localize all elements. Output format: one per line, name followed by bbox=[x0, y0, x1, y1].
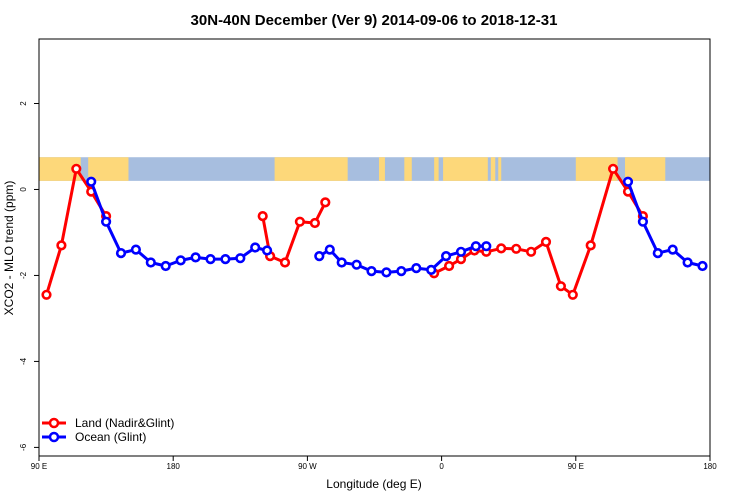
data-point bbox=[496, 243, 507, 254]
map-band-land bbox=[404, 157, 412, 181]
data-point bbox=[470, 241, 482, 252]
data-point bbox=[622, 176, 634, 187]
data-point bbox=[366, 266, 377, 277]
data-point bbox=[682, 257, 693, 268]
y-axis-label: XCO2 - MLO trend (ppm) bbox=[2, 181, 16, 316]
map-band-land bbox=[625, 157, 666, 181]
map-band-ocean bbox=[39, 157, 710, 181]
data-point bbox=[279, 257, 291, 268]
x-tick-label: 180 bbox=[703, 462, 717, 471]
y-axis: -6 -4 -2 0 2 bbox=[19, 101, 39, 451]
series-ocean bbox=[86, 176, 708, 278]
plot-frame bbox=[38, 38, 711, 457]
data-point bbox=[262, 245, 273, 256]
data-point bbox=[294, 216, 306, 227]
y-tick-label: -2 bbox=[19, 271, 28, 279]
map-band-land bbox=[575, 157, 618, 181]
data-point bbox=[235, 253, 246, 264]
map-band bbox=[39, 157, 710, 181]
series-line bbox=[45, 167, 108, 296]
map-band-land bbox=[378, 157, 385, 181]
legend-marker-land bbox=[48, 417, 60, 429]
x-axis-label: Longitude (deg E) bbox=[326, 477, 421, 491]
x-tick-label: 180 bbox=[167, 462, 181, 471]
legend-item-land: Land (Nadir&Glint) bbox=[42, 416, 174, 430]
data-point bbox=[351, 259, 362, 270]
data-point bbox=[652, 248, 663, 259]
data-point bbox=[411, 263, 422, 274]
data-point bbox=[637, 216, 649, 227]
x-tick-label: 90 W bbox=[298, 462, 317, 471]
data-point bbox=[145, 257, 156, 268]
map-band-land bbox=[490, 157, 496, 181]
chart-title: 30N-40N December (Ver 9) 2014-09-06 to 2… bbox=[191, 12, 558, 29]
y-tick-label: 2 bbox=[19, 101, 28, 106]
legend-item-ocean: Ocean (Glint) bbox=[42, 430, 146, 444]
data-point bbox=[56, 240, 67, 251]
map-band-land bbox=[39, 157, 81, 181]
data-point bbox=[441, 251, 452, 262]
legend-label-land: Land (Nadir&Glint) bbox=[75, 416, 174, 430]
y-tick-label: -4 bbox=[19, 357, 28, 365]
series-land bbox=[41, 163, 649, 300]
data-point bbox=[396, 266, 407, 277]
data-point bbox=[175, 255, 186, 266]
data-point bbox=[336, 257, 347, 268]
data-point bbox=[250, 242, 261, 253]
data-point bbox=[667, 244, 678, 255]
data-point bbox=[567, 289, 578, 300]
data-point bbox=[220, 254, 231, 265]
data-point bbox=[324, 244, 335, 255]
data-point bbox=[257, 211, 268, 222]
data-point bbox=[71, 163, 82, 174]
series-line bbox=[433, 167, 645, 297]
legend: Land (Nadir&Glint) Ocean (Glint) bbox=[42, 416, 174, 444]
y-tick-label: -6 bbox=[19, 443, 28, 451]
data-point bbox=[481, 241, 492, 252]
map-band-land bbox=[274, 157, 348, 181]
map-band-land bbox=[498, 157, 502, 181]
x-tick-label: 90 E bbox=[568, 462, 584, 471]
y-tick-label: 0 bbox=[19, 187, 28, 192]
series-layer bbox=[41, 163, 708, 300]
data-point bbox=[697, 260, 708, 272]
data-point bbox=[525, 246, 537, 257]
map-band-land bbox=[443, 157, 488, 181]
data-point bbox=[160, 260, 171, 272]
legend-marker-ocean bbox=[48, 431, 60, 443]
map-band-land bbox=[434, 157, 439, 181]
data-point bbox=[444, 260, 455, 272]
x-tick-label: 0 bbox=[439, 462, 444, 471]
data-point bbox=[585, 240, 596, 251]
data-point bbox=[314, 251, 325, 262]
legend-label-ocean: Ocean (Glint) bbox=[75, 430, 146, 444]
data-point bbox=[511, 243, 522, 254]
x-tick-label: 90 E bbox=[31, 462, 47, 471]
x-axis: 90 E 180 90 W 0 90 E 180 bbox=[31, 456, 717, 471]
data-point bbox=[130, 244, 141, 255]
data-point bbox=[381, 267, 392, 278]
data-point bbox=[426, 264, 437, 276]
data-point bbox=[540, 236, 552, 247]
map-band-land bbox=[88, 157, 129, 181]
data-point bbox=[607, 163, 619, 174]
data-point bbox=[190, 252, 201, 263]
data-point bbox=[455, 246, 467, 257]
data-point bbox=[309, 217, 321, 229]
data-point bbox=[205, 254, 216, 265]
data-point bbox=[41, 289, 52, 300]
data-point bbox=[555, 281, 567, 292]
data-point bbox=[320, 197, 331, 208]
data-point bbox=[100, 216, 112, 227]
data-point bbox=[86, 176, 97, 187]
data-point bbox=[115, 248, 127, 259]
